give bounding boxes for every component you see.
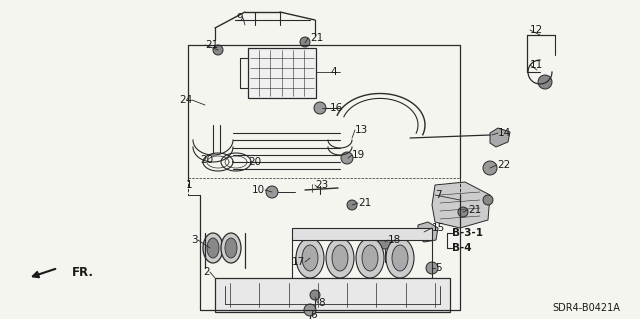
Ellipse shape bbox=[386, 238, 414, 278]
Text: 3: 3 bbox=[191, 235, 198, 245]
Circle shape bbox=[310, 290, 320, 300]
Text: FR.: FR. bbox=[72, 265, 94, 278]
Text: 11: 11 bbox=[530, 60, 543, 70]
Circle shape bbox=[426, 262, 438, 274]
Text: 8: 8 bbox=[318, 298, 324, 308]
Circle shape bbox=[458, 207, 468, 217]
Circle shape bbox=[347, 200, 357, 210]
Ellipse shape bbox=[332, 245, 348, 271]
Ellipse shape bbox=[296, 238, 324, 278]
Text: 6: 6 bbox=[310, 310, 317, 319]
Text: 20: 20 bbox=[248, 157, 261, 167]
Text: B-4: B-4 bbox=[452, 243, 472, 253]
Text: 23: 23 bbox=[315, 180, 328, 190]
Text: 15: 15 bbox=[432, 223, 445, 233]
Text: 5: 5 bbox=[435, 263, 442, 273]
Text: 19: 19 bbox=[352, 150, 365, 160]
Text: B-3-1: B-3-1 bbox=[452, 228, 483, 238]
Text: 10: 10 bbox=[252, 185, 265, 195]
Ellipse shape bbox=[326, 238, 354, 278]
Circle shape bbox=[266, 186, 278, 198]
Text: 13: 13 bbox=[355, 125, 368, 135]
Text: 21: 21 bbox=[358, 198, 371, 208]
Circle shape bbox=[483, 161, 497, 175]
Circle shape bbox=[304, 304, 316, 316]
Text: 4: 4 bbox=[330, 67, 337, 77]
Ellipse shape bbox=[225, 238, 237, 258]
Text: 14: 14 bbox=[498, 128, 511, 138]
Text: 22: 22 bbox=[497, 160, 510, 170]
Polygon shape bbox=[418, 222, 438, 242]
Polygon shape bbox=[215, 278, 450, 312]
Circle shape bbox=[483, 195, 493, 205]
Text: 7: 7 bbox=[435, 190, 442, 200]
Circle shape bbox=[314, 102, 326, 114]
Text: 9: 9 bbox=[236, 13, 243, 23]
Ellipse shape bbox=[207, 238, 219, 258]
Ellipse shape bbox=[356, 238, 384, 278]
Ellipse shape bbox=[203, 233, 223, 263]
Circle shape bbox=[213, 45, 223, 55]
Bar bbox=[292, 228, 432, 240]
Ellipse shape bbox=[392, 245, 408, 271]
Text: 16: 16 bbox=[330, 103, 343, 113]
Text: 20: 20 bbox=[200, 155, 213, 165]
Text: 21: 21 bbox=[468, 205, 481, 215]
Text: 24: 24 bbox=[179, 95, 192, 105]
Polygon shape bbox=[490, 128, 510, 147]
Text: 12: 12 bbox=[530, 25, 543, 35]
Circle shape bbox=[300, 37, 310, 47]
Circle shape bbox=[341, 152, 353, 164]
Text: 21: 21 bbox=[310, 33, 323, 43]
Text: 18: 18 bbox=[388, 235, 401, 245]
Bar bbox=[248, 48, 316, 98]
Circle shape bbox=[538, 75, 552, 89]
Text: SDR4-B0421A: SDR4-B0421A bbox=[552, 303, 620, 313]
Text: 17: 17 bbox=[292, 257, 305, 267]
Ellipse shape bbox=[221, 233, 241, 263]
Text: 2: 2 bbox=[204, 267, 210, 277]
Ellipse shape bbox=[362, 245, 378, 271]
Polygon shape bbox=[432, 182, 490, 228]
Text: 1: 1 bbox=[186, 180, 192, 190]
Circle shape bbox=[378, 235, 392, 249]
Ellipse shape bbox=[302, 245, 318, 271]
Text: 21: 21 bbox=[205, 40, 218, 50]
